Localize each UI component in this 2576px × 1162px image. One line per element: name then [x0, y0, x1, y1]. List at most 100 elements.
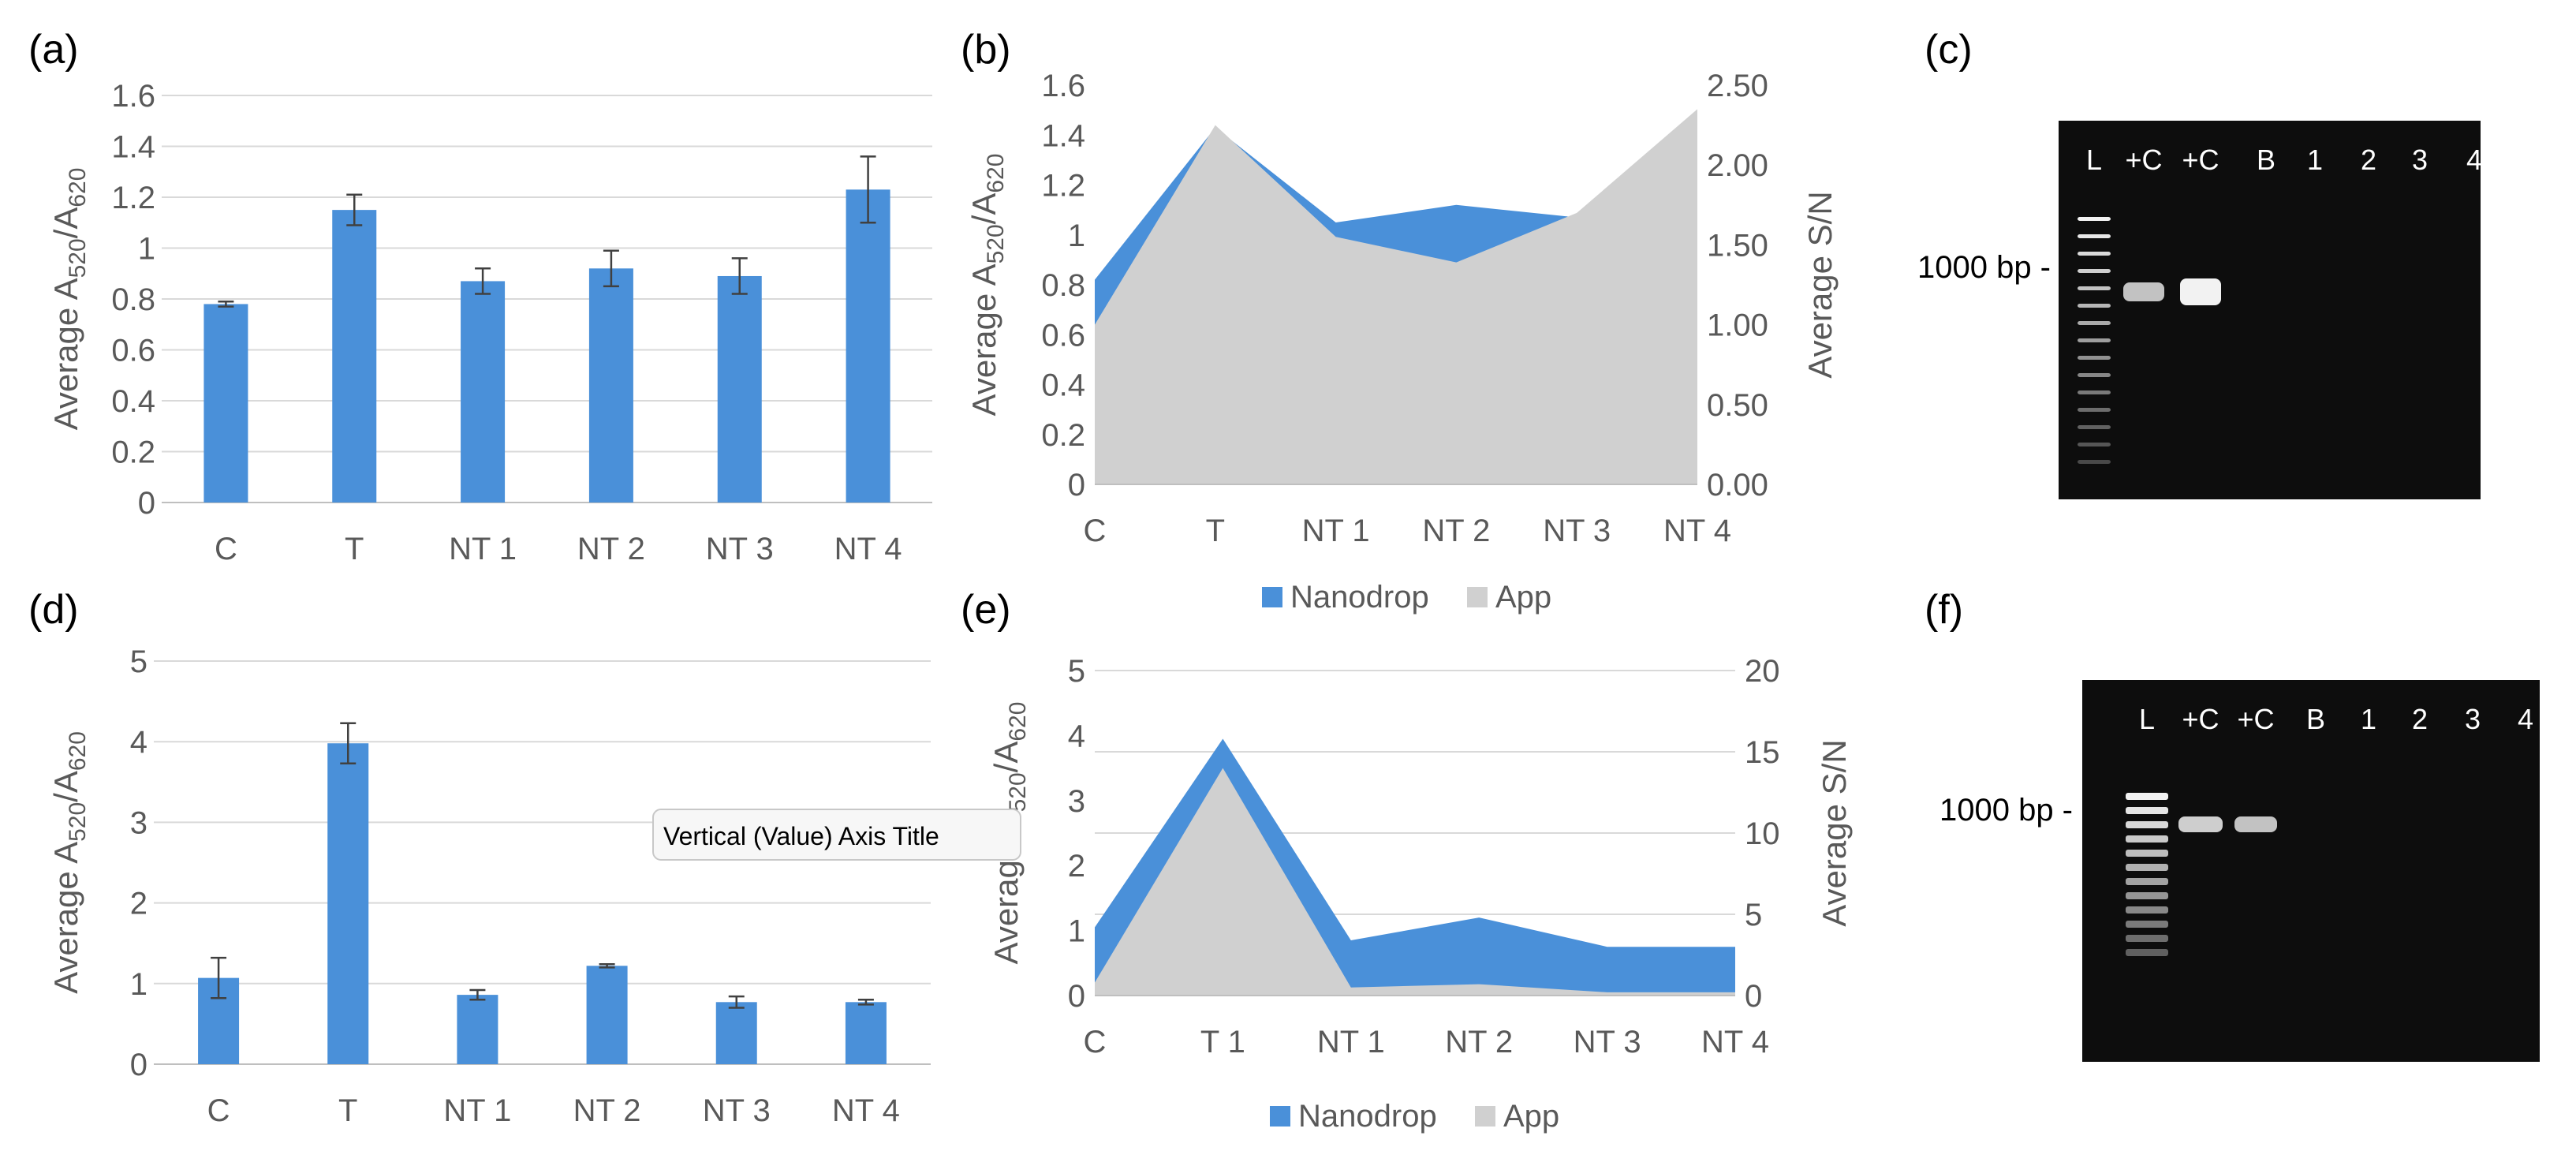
lane-label: 3 [2412, 144, 2428, 176]
y-tick-label: 4 [1068, 719, 1085, 753]
ladder-band [2126, 921, 2168, 928]
x-tick-label: NT 1 [1317, 1025, 1385, 1059]
y-tick-label: 3 [130, 805, 147, 840]
y-tick-label: 0 [138, 486, 155, 521]
ladder-band [2078, 269, 2111, 273]
ladder-band [2126, 821, 2168, 828]
gel-c: (c) L +C +C B 1 2 3 4 1000 bp - [1917, 27, 2482, 499]
ladder-band [2126, 878, 2168, 885]
y-tick-label: 0.4 [111, 384, 155, 419]
y-axis-title-part: /A [47, 207, 84, 239]
gel-image [2059, 121, 2481, 499]
x-tick-label: NT 3 [1574, 1025, 1641, 1059]
ladder-band [2078, 356, 2111, 360]
ladder-band [2126, 906, 2168, 914]
lane-label: B [2306, 703, 2325, 735]
y-tick-label: 0.8 [1041, 268, 1085, 303]
y-tick-label: 0.2 [1041, 418, 1085, 453]
x-tick-label: NT 3 [706, 532, 774, 566]
lane-label: L [2139, 703, 2155, 735]
ladder-band [2126, 949, 2168, 956]
y-tick-label: 1 [130, 967, 147, 1002]
bar-nt1 [461, 281, 506, 503]
y-tick-label: 4 [130, 725, 147, 760]
gel-f: (f) L +C +C B 1 2 3 4 1000 bp - [1925, 587, 2540, 1062]
x-tick-label: T [345, 532, 364, 566]
y-axis-title-part: 520 [983, 224, 1009, 263]
area-app [1095, 109, 1697, 485]
y-tick-label: 1.4 [111, 130, 155, 165]
y-tick-label: 0.4 [1041, 368, 1085, 403]
y-tick-label: 0.8 [111, 282, 155, 317]
ladder-band [2078, 217, 2111, 221]
x-tick-label: C [1084, 1025, 1107, 1059]
y-axis-title-part: /A [965, 193, 1002, 225]
y-tick-label: 1 [1068, 219, 1085, 253]
y-tick-label: 2 [1068, 849, 1085, 884]
bar-nt3 [715, 1002, 757, 1064]
x-tick-label: NT 3 [1543, 514, 1611, 548]
bar-nt3 [717, 275, 762, 503]
y2-tick-label: 15 [1745, 735, 1780, 770]
lane-label: +C [2182, 144, 2219, 176]
y2-axis-title: Average S/N [1801, 191, 1839, 378]
y2-tick-label: 1.50 [1707, 228, 1768, 263]
x-tick-label: C [215, 532, 237, 566]
y2-tick-label: 1.00 [1707, 308, 1768, 343]
ladder-band [2126, 935, 2168, 942]
x-tick-label: NT 4 [1701, 1025, 1769, 1059]
y-tick-label: 0.2 [111, 435, 155, 470]
lane-label: 4 [2518, 703, 2533, 735]
lane-label: 2 [2412, 703, 2428, 735]
ladder-band [2078, 443, 2111, 446]
ladder-band [2078, 338, 2111, 342]
legend-swatch-app [1467, 587, 1488, 607]
y2-tick-label: 10 [1745, 816, 1780, 851]
lane-label: L [2086, 144, 2102, 176]
lane-label: +C [2125, 144, 2162, 176]
y2-tick-label: 2.50 [1707, 69, 1768, 103]
legend-label-app: App [1503, 1099, 1559, 1134]
ladder-band [2078, 425, 2111, 429]
y-tick-label: 1.4 [1041, 118, 1085, 153]
x-tick-label: NT 1 [443, 1093, 511, 1128]
bar-nt2 [588, 268, 633, 503]
ladder-band [2078, 252, 2111, 256]
x-tick-label: C [1084, 514, 1107, 548]
y2-tick-label: 20 [1745, 654, 1780, 689]
y-axis-title-part: 520 [65, 802, 91, 842]
y-axis-title-part: Average A [965, 263, 1002, 416]
lane-label: 1 [2361, 703, 2376, 735]
panel-label: (c) [1925, 27, 1973, 73]
lane-label: +C [2182, 703, 2219, 735]
y-tick-label: 0 [1068, 468, 1085, 503]
panel-label: (d) [28, 587, 79, 633]
y-tick-label: 0 [1068, 979, 1085, 1014]
y-tick-label: 0.6 [1041, 318, 1085, 353]
y-axis-title-part: 620 [1005, 702, 1031, 742]
x-tick-label: NT 4 [834, 532, 902, 566]
y-axis-title-part: 520 [65, 238, 91, 278]
chart-b: (b) 0.00 0.50 1.00 1.50 2.00 2.50 0 0.2 0.4 0.6 0.8… [961, 27, 1839, 615]
ladder-band [2078, 304, 2111, 308]
panel-label: (e) [961, 587, 1011, 633]
y-axis-title-part: Average A [47, 842, 84, 994]
y-tick-label: 1 [1068, 914, 1085, 949]
lane-label: +C [2237, 703, 2274, 735]
ladder-band [2078, 321, 2111, 325]
legend-swatch-nanodrop [1262, 587, 1282, 607]
legend-label-app: App [1495, 580, 1551, 615]
lane-label: B [2257, 144, 2275, 176]
x-tick-label: NT 2 [577, 532, 645, 566]
ladder-band [2126, 892, 2168, 899]
bar-nt4 [845, 1002, 887, 1064]
tooltip-text: Vertical (Value) Axis Title [663, 822, 939, 850]
y-axis-title-part: Average A [47, 278, 84, 430]
pcr-band [2180, 278, 2221, 305]
bar-nt4 [846, 189, 890, 503]
pcr-band [2123, 282, 2164, 301]
y-tick-label: 1.2 [1041, 169, 1085, 204]
y-tick-label: 0.6 [111, 334, 155, 368]
y-axis-title-part: 620 [983, 154, 1009, 193]
